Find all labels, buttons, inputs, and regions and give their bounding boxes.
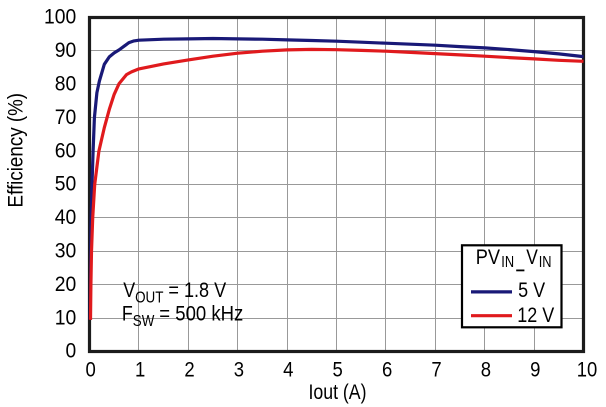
svg-text:9: 9	[530, 359, 540, 382]
svg-text:60: 60	[55, 139, 77, 162]
svg-text:= 500 kHz: = 500 kHz	[159, 302, 243, 325]
svg-text:IN: IN	[501, 254, 514, 271]
svg-text:0: 0	[86, 359, 96, 382]
svg-text:20: 20	[55, 273, 77, 296]
svg-text:PV: PV	[476, 246, 500, 269]
svg-text:100: 100	[44, 6, 76, 29]
svg-text:40: 40	[55, 206, 77, 229]
svg-text:V: V	[123, 279, 135, 302]
svg-text:OUT: OUT	[135, 290, 164, 307]
svg-text:V: V	[526, 246, 538, 269]
svg-text:70: 70	[55, 106, 77, 129]
svg-text:1: 1	[135, 359, 145, 382]
svg-text:30: 30	[55, 240, 77, 263]
svg-text:6: 6	[382, 359, 392, 382]
svg-text:80: 80	[55, 73, 77, 96]
svg-text:IN: IN	[539, 254, 552, 271]
svg-text:Efficiency (%): Efficiency (%)	[5, 93, 28, 208]
svg-text:= 1.8 V: = 1.8 V	[168, 279, 226, 302]
svg-text:5: 5	[333, 359, 343, 382]
svg-text:10: 10	[55, 306, 77, 329]
svg-text:3: 3	[234, 359, 244, 382]
svg-text:0: 0	[66, 340, 77, 363]
svg-text:Iout (A): Iout (A)	[309, 381, 367, 404]
svg-text:50: 50	[55, 173, 77, 196]
svg-text:7: 7	[431, 359, 441, 382]
svg-text:10: 10	[577, 359, 598, 382]
svg-text:F: F	[122, 302, 133, 325]
svg-text:5 V: 5 V	[518, 279, 545, 302]
svg-text:12 V: 12 V	[517, 304, 554, 327]
svg-text:SW: SW	[133, 313, 155, 330]
svg-text:4: 4	[283, 359, 294, 382]
svg-text:2: 2	[184, 359, 194, 382]
svg-text:90: 90	[55, 39, 77, 62]
svg-text:8: 8	[481, 359, 491, 382]
